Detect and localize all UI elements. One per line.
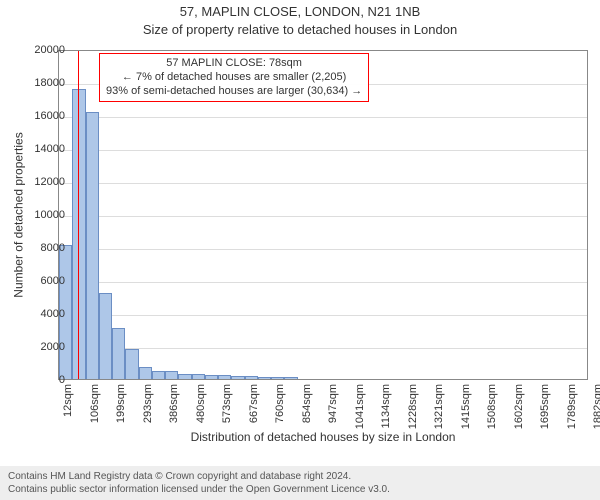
footer-line-2: Contains public sector information licen… [8, 483, 592, 496]
marker-label-box: 57 MAPLIN CLOSE: 78sqm← 7% of detached h… [99, 53, 369, 102]
histogram-bar [112, 328, 125, 379]
gridline [59, 216, 587, 217]
x-axis-title: Distribution of detached houses by size … [58, 430, 588, 444]
y-tick-label: 8000 [15, 242, 65, 254]
y-tick-label: 10000 [15, 209, 65, 221]
histogram-bar [86, 112, 99, 379]
x-tick-label: 386sqm [168, 384, 180, 423]
histogram-bar [258, 377, 271, 379]
chart-title-sub: Size of property relative to detached ho… [0, 22, 600, 37]
y-tick-label: 20000 [15, 44, 65, 56]
gridline [59, 183, 587, 184]
x-tick-label: 106sqm [89, 384, 101, 423]
marker-label-line: 57 MAPLIN CLOSE: 78sqm [106, 57, 362, 71]
x-tick-label: 1602sqm [513, 384, 525, 429]
marker-label-line: 93% of semi-detached houses are larger (… [106, 85, 362, 99]
histogram-bar [231, 376, 244, 379]
gridline [59, 150, 587, 151]
histogram-bar [99, 293, 112, 379]
y-tick-label: 18000 [15, 77, 65, 89]
gridline [59, 315, 587, 316]
x-tick-label: 760sqm [274, 384, 286, 423]
plot-region: 57 MAPLIN CLOSE: 78sqm← 7% of detached h… [58, 50, 588, 380]
y-tick-label: 16000 [15, 110, 65, 122]
x-tick-label: 12sqm [62, 384, 74, 417]
footer-line-1: Contains HM Land Registry data © Crown c… [8, 470, 592, 483]
histogram-bar [205, 375, 218, 379]
x-tick-label: 480sqm [195, 384, 207, 423]
y-tick-label: 6000 [15, 275, 65, 287]
y-tick-label: 14000 [15, 143, 65, 155]
y-tick-label: 0 [15, 374, 65, 386]
x-tick-label: 1789sqm [566, 384, 578, 429]
x-tick-label: 573sqm [221, 384, 233, 423]
x-tick-label: 1134sqm [380, 384, 392, 428]
y-tick-label: 12000 [15, 176, 65, 188]
histogram-bar [139, 367, 152, 379]
histogram-bar [271, 377, 284, 379]
x-tick-label: 1508sqm [486, 384, 498, 429]
marker-label-line: ← 7% of detached houses are smaller (2,2… [106, 71, 362, 85]
x-tick-label: 1882sqm [592, 384, 600, 429]
x-tick-label: 199sqm [115, 384, 127, 423]
x-tick-label: 1321sqm [433, 384, 445, 429]
histogram-bar [284, 377, 297, 379]
x-tick-label: 947sqm [327, 384, 339, 423]
histogram-bar [165, 371, 178, 379]
x-tick-label: 1041sqm [354, 384, 366, 429]
gridline [59, 282, 587, 283]
y-tick-label: 2000 [15, 341, 65, 353]
x-tick-label: 1415sqm [460, 384, 472, 429]
histogram-bar [152, 371, 165, 379]
footer-attribution: Contains HM Land Registry data © Crown c… [0, 466, 600, 500]
x-tick-label: 854sqm [301, 384, 313, 423]
histogram-bar [125, 349, 138, 379]
chart-title-main: 57, MAPLIN CLOSE, LONDON, N21 1NB [0, 4, 600, 19]
x-tick-label: 293sqm [142, 384, 154, 423]
x-tick-label: 1695sqm [539, 384, 551, 429]
chart-area: 57 MAPLIN CLOSE: 78sqm← 7% of detached h… [58, 50, 588, 380]
y-tick-label: 4000 [15, 308, 65, 320]
gridline [59, 249, 587, 250]
histogram-bar [72, 89, 85, 379]
x-tick-label: 1228sqm [407, 384, 419, 429]
gridline [59, 117, 587, 118]
histogram-bar [245, 376, 258, 379]
histogram-bar [178, 374, 191, 379]
x-tick-label: 667sqm [248, 384, 260, 423]
histogram-bar [192, 374, 205, 379]
marker-line [78, 51, 79, 379]
histogram-bar [218, 375, 231, 379]
